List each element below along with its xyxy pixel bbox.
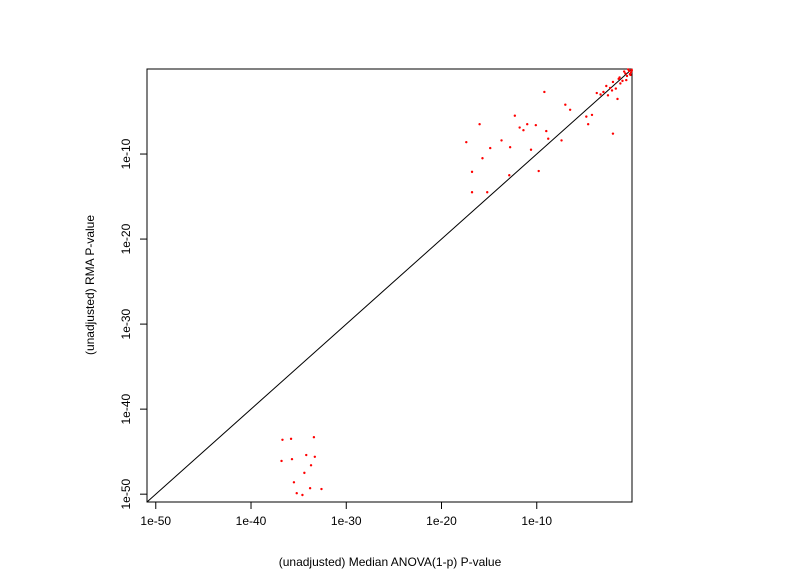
point <box>526 123 529 126</box>
y-tick-label: 1e-30 <box>119 308 133 339</box>
point <box>295 492 298 495</box>
point <box>568 108 572 111</box>
point <box>617 77 620 81</box>
point <box>630 69 633 72</box>
point <box>309 464 313 467</box>
point <box>313 455 317 458</box>
point <box>280 459 283 463</box>
point <box>281 438 284 441</box>
point <box>606 94 610 97</box>
point <box>470 191 474 194</box>
y-tick-label: 1e-20 <box>119 223 133 254</box>
point <box>627 68 630 71</box>
x-tick-label: 1e-30 <box>331 514 362 528</box>
x-axis-label: (unadjusted) Median ANOVA(1-p) P-value <box>279 555 502 569</box>
point <box>543 90 546 94</box>
point <box>622 70 626 73</box>
point <box>605 84 608 88</box>
point <box>585 115 588 118</box>
point <box>537 169 540 173</box>
point <box>320 487 323 491</box>
point <box>616 97 619 101</box>
point <box>522 129 525 132</box>
y-tick-label: 1e-40 <box>119 393 133 424</box>
point <box>478 123 481 126</box>
point <box>586 123 590 126</box>
x-tick-label: 1e-50 <box>140 514 171 528</box>
point <box>624 72 627 75</box>
point <box>545 129 548 133</box>
point <box>312 436 316 439</box>
point <box>290 457 294 461</box>
point <box>595 91 598 95</box>
point <box>301 493 304 497</box>
point <box>629 71 633 74</box>
point <box>529 148 533 151</box>
point <box>602 90 605 94</box>
point <box>614 87 618 90</box>
point <box>292 481 296 484</box>
y-axis-label: (unadjusted) RMA P-value <box>83 215 97 355</box>
point <box>608 86 612 90</box>
point <box>513 114 517 117</box>
point <box>508 146 512 149</box>
point <box>628 72 632 76</box>
point <box>610 89 614 92</box>
point <box>621 79 624 83</box>
point <box>465 140 468 144</box>
point <box>625 78 628 82</box>
point <box>303 471 306 475</box>
plot-frame <box>146 68 633 503</box>
point <box>560 139 563 142</box>
x-tick-label: 1e-10 <box>521 514 552 528</box>
point <box>611 132 615 135</box>
point <box>611 80 615 84</box>
point <box>489 146 492 150</box>
point <box>486 191 489 194</box>
point <box>481 157 484 160</box>
point <box>619 82 622 85</box>
y-tick-label: 1e-50 <box>119 479 133 510</box>
point <box>289 437 293 441</box>
point <box>599 93 602 96</box>
point <box>625 74 629 78</box>
x-tick-label: 1e-20 <box>426 514 457 528</box>
point <box>518 126 521 129</box>
point <box>534 123 538 127</box>
identity-line <box>146 68 633 503</box>
point <box>564 103 567 106</box>
point <box>305 453 308 457</box>
x-tick-label: 1e-40 <box>236 514 267 528</box>
point <box>508 174 511 177</box>
point <box>500 139 503 142</box>
point <box>547 137 550 140</box>
point <box>308 487 312 490</box>
point <box>470 170 474 174</box>
y-tick-label: 1e-10 <box>119 138 133 169</box>
point <box>590 113 594 117</box>
